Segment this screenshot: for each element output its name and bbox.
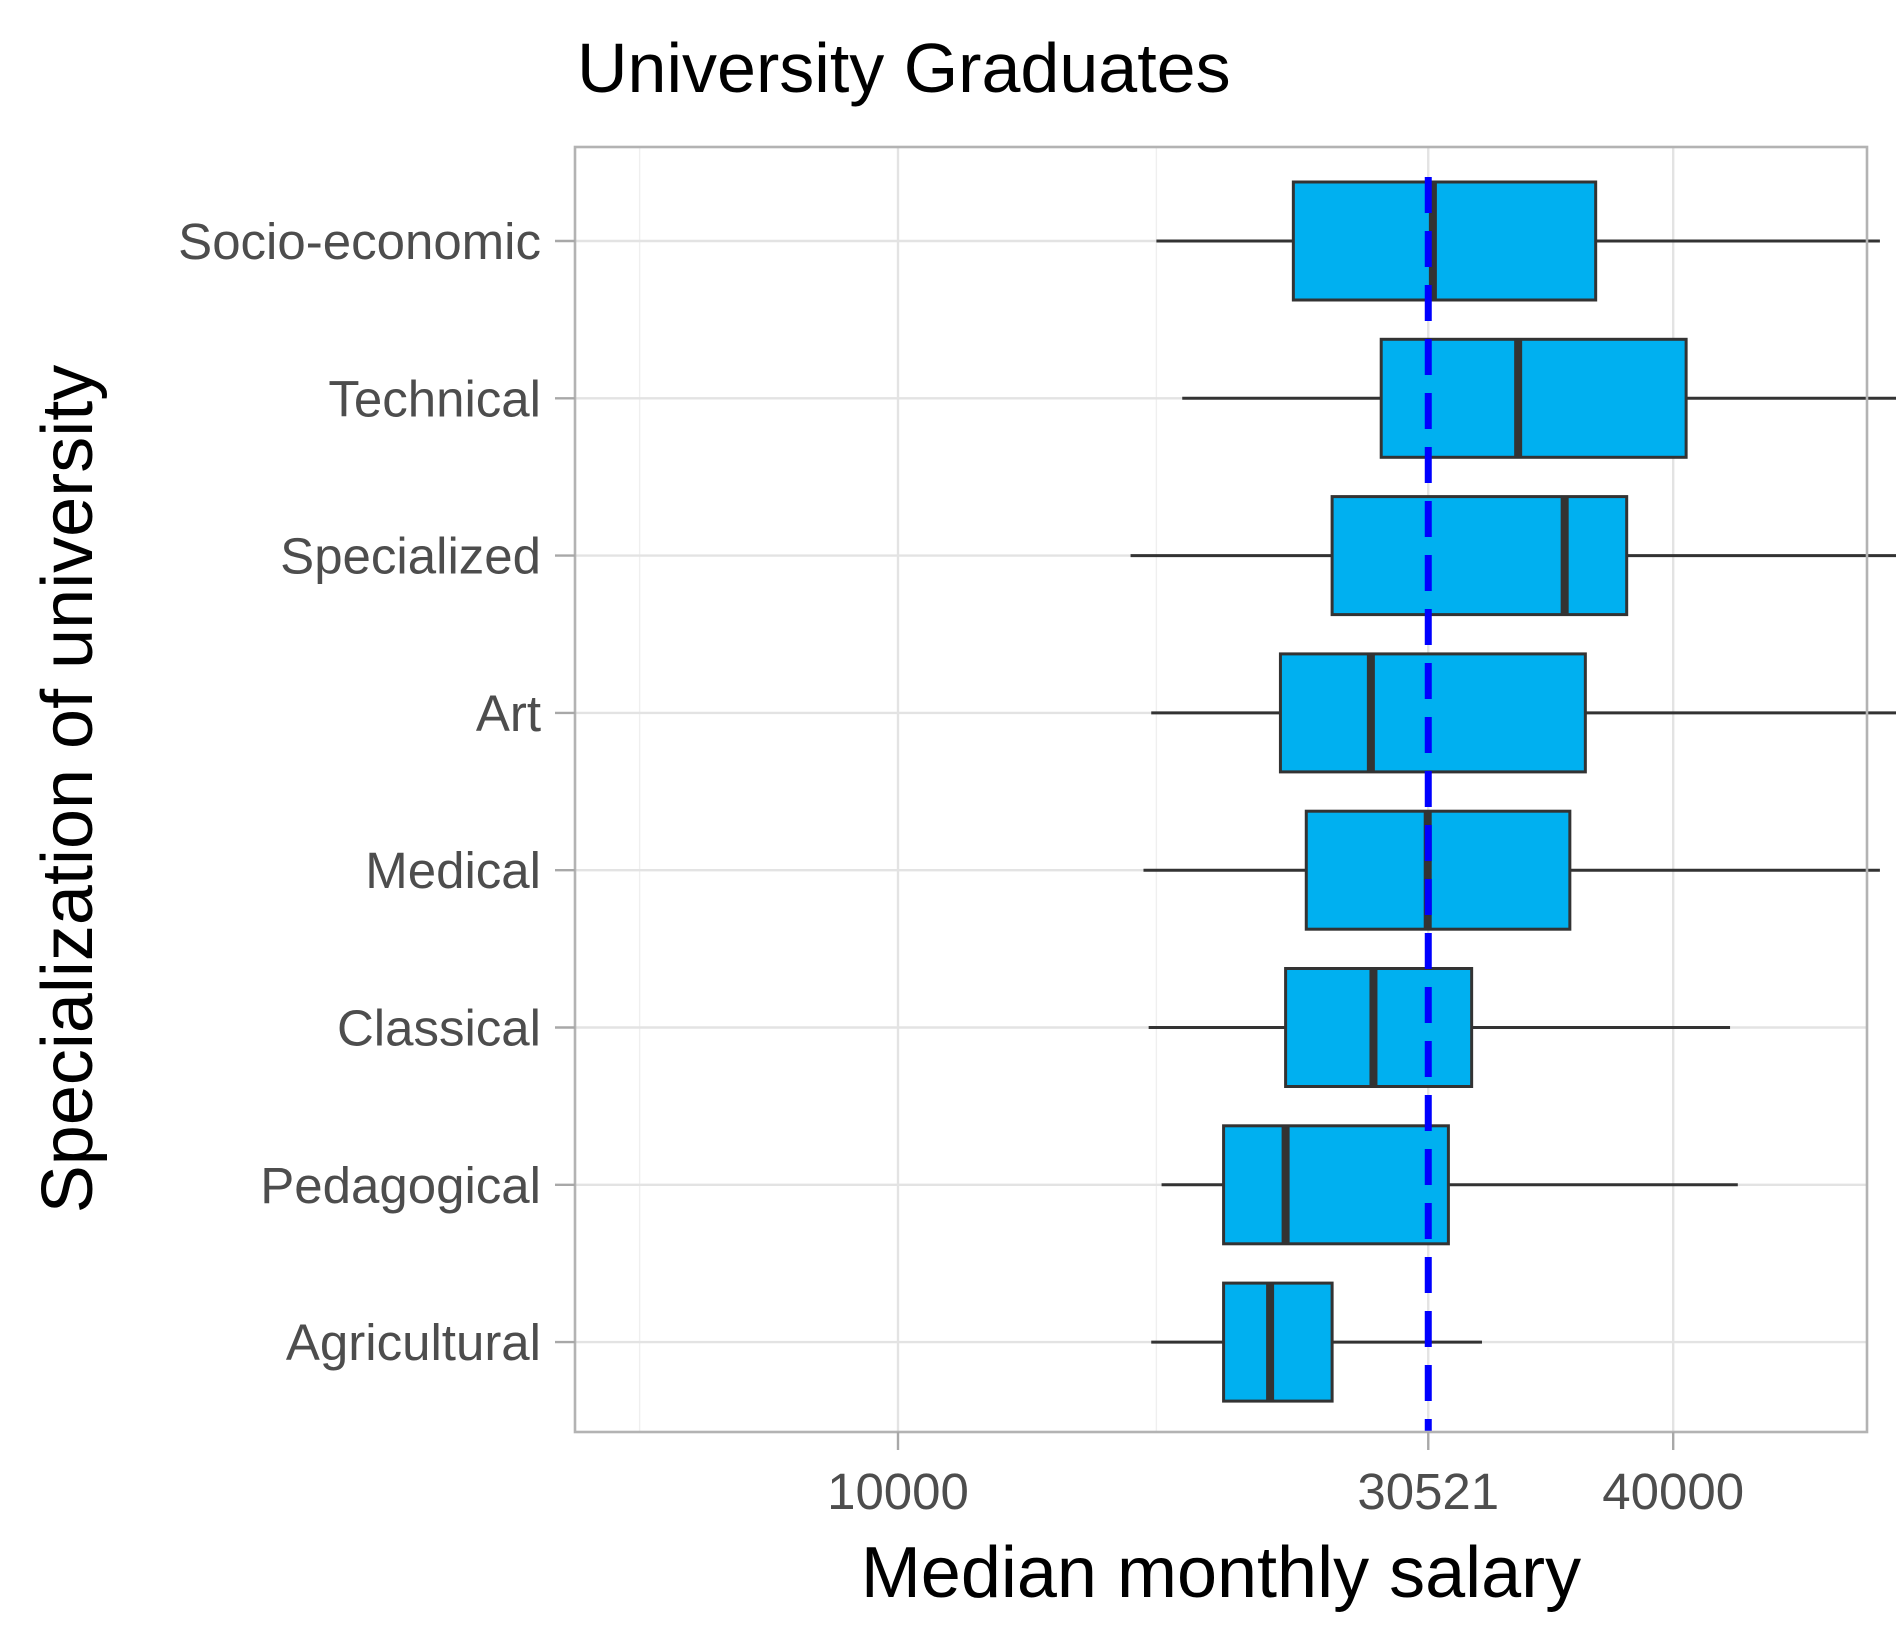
- box-art: [1151, 652, 1896, 774]
- box-specialized: [1130, 495, 1896, 617]
- box-iqr: [1278, 652, 1587, 774]
- box-layer: [1130, 180, 1896, 1403]
- box-socio-economic: [1156, 180, 1880, 302]
- y-tick-label: Classical: [337, 1000, 541, 1057]
- y-tick-label: Medical: [365, 842, 541, 899]
- x-tick-label: 10000: [827, 1463, 969, 1520]
- y-tick-label: Specialized: [280, 528, 541, 585]
- box-iqr: [1284, 967, 1474, 1088]
- y-tick-label: Technical: [328, 370, 541, 427]
- box-technical: [1182, 337, 1896, 459]
- box-classical: [1148, 967, 1731, 1088]
- box-agricultural: [1151, 1281, 1482, 1403]
- axis-layer: Socio-economic Technical Specialized Art Med…: [178, 213, 1744, 1520]
- y-tick-label: Pedagogical: [260, 1157, 541, 1214]
- x-tick-label: 40000: [1602, 1463, 1744, 1520]
- y-axis-title: Specialization of university: [28, 365, 108, 1213]
- y-tick-label: Socio-economic: [178, 213, 541, 270]
- chart-title: University Graduates: [577, 29, 1231, 107]
- box-pedagogical: [1161, 1124, 1738, 1246]
- box-iqr: [1330, 495, 1629, 617]
- x-tick-label: 30521: [1357, 1463, 1499, 1520]
- panel-border: [573, 145, 1869, 1434]
- y-tick-label: Art: [476, 685, 541, 742]
- x-axis-title: Median monthly salary: [861, 1533, 1581, 1613]
- box-iqr: [1222, 1124, 1450, 1246]
- box-iqr: [1222, 1281, 1334, 1403]
- box-iqr: [1379, 337, 1688, 459]
- box-iqr: [1291, 180, 1598, 302]
- box-iqr: [1304, 809, 1572, 931]
- box-medical: [1143, 809, 1880, 931]
- y-tick-label: Agricultural: [286, 1314, 541, 1371]
